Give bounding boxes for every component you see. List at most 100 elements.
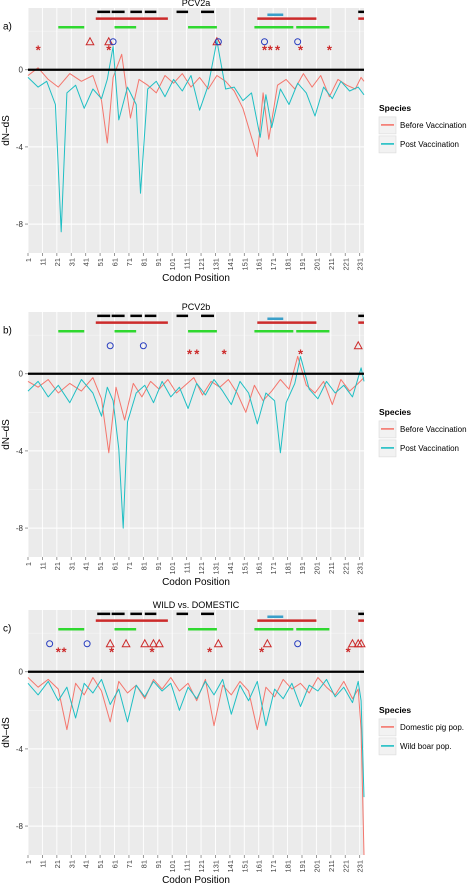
- plot-background: [28, 312, 364, 557]
- x-tick-label: 111: [183, 562, 192, 573]
- series-line-1: [27, 355, 365, 454]
- x-axis-label: Codon Position: [162, 875, 230, 886]
- y-tick-label: -8: [16, 220, 24, 229]
- asterisk-marker: *: [56, 644, 62, 659]
- x-tick-label: 11: [38, 258, 47, 266]
- x-tick-label: 211: [327, 860, 336, 872]
- x-tick-label: 191: [298, 860, 307, 873]
- triangle-marker: [154, 638, 164, 648]
- y-tick-label: -8: [16, 524, 24, 533]
- circle-marker: [46, 640, 54, 648]
- x-tick-label: 11: [38, 562, 47, 570]
- x-tick-label: 81: [139, 860, 148, 868]
- triangle-marker: [104, 36, 114, 46]
- legend-entry-label: Domestic pig pop.: [400, 723, 464, 732]
- x-tick-label: 41: [82, 860, 91, 868]
- x-tick-label: 151: [240, 562, 249, 575]
- asterisk-marker: *: [346, 644, 352, 659]
- circle-marker: [109, 38, 117, 46]
- asterisk-marker: *: [194, 346, 200, 361]
- x-axis-label: Codon Position: [162, 577, 230, 588]
- y-axis-label: dN–dS: [1, 717, 12, 748]
- x-tick-label: 161: [255, 562, 264, 575]
- chart-title: WILD vs. DOMESTIC: [153, 600, 240, 610]
- x-tick-label: 131: [211, 562, 220, 575]
- triangle-marker: [85, 36, 95, 46]
- x-tick-label: 181: [284, 860, 293, 873]
- panel-label: b): [3, 325, 12, 336]
- triangle-marker: [121, 638, 131, 648]
- x-tick-label: 231: [356, 562, 365, 575]
- x-tick-label: 141: [226, 258, 235, 271]
- circle-marker: [294, 640, 302, 648]
- x-tick-label: 171: [269, 562, 278, 575]
- x-tick-label: 61: [111, 258, 120, 266]
- y-tick-label: -4: [16, 143, 24, 152]
- panel-label: a): [3, 21, 12, 32]
- x-tick-label: 21: [53, 562, 62, 570]
- chart-panel-a: PCV2a* * * * * * *-8-401 11 21 31 41 51 61 71 81 91 101 1…: [1, 0, 467, 284]
- triangle-marker: [213, 638, 223, 648]
- series-line-2: [27, 40, 365, 233]
- x-tick-label: 91: [154, 860, 163, 868]
- chart-panel-b: PCV2b* * * *-8-401 11 21 31 41 51 61 71 81 91 101 111 1…: [1, 302, 467, 588]
- x-tick-label: 31: [67, 860, 76, 868]
- x-tick-label: 31: [67, 258, 76, 266]
- x-tick-label: 21: [53, 258, 62, 266]
- legend-entry-label: Before Vaccination: [400, 425, 467, 434]
- x-tick-label: 11: [38, 860, 47, 868]
- asterisk-marker: *: [36, 42, 42, 57]
- x-tick-label: 121: [197, 258, 206, 271]
- y-axis-label: dN–dS: [1, 115, 12, 146]
- y-axis-label: dN–dS: [1, 419, 12, 450]
- chart-title: PCV2a: [182, 0, 211, 8]
- legend-entry-label: Post Vaccination: [400, 140, 459, 149]
- asterisk-marker: *: [187, 346, 193, 361]
- circle-marker: [260, 38, 268, 46]
- asterisk-marker: *: [222, 346, 228, 361]
- x-tick-label: 101: [168, 860, 177, 873]
- x-tick-label: 141: [226, 562, 235, 575]
- x-tick-label: 211: [327, 258, 336, 270]
- y-tick-label: 0: [19, 66, 24, 75]
- x-tick-label: 1: [24, 258, 33, 262]
- series-line-1: [27, 677, 365, 856]
- series-line-2: [27, 678, 365, 798]
- triangle-marker: [140, 638, 150, 648]
- x-tick-label: 201: [312, 860, 321, 873]
- x-tick-label: 1: [24, 562, 33, 566]
- x-axis-label: Codon Position: [162, 273, 230, 284]
- x-tick-label: 51: [96, 258, 105, 266]
- series-line-2: [27, 355, 365, 529]
- x-tick-label: 121: [197, 860, 206, 873]
- series-line-1: [27, 53, 365, 157]
- x-tick-label: 121: [197, 562, 206, 575]
- circle-marker: [106, 342, 114, 350]
- x-tick-label: 31: [67, 562, 76, 570]
- triangle-marker: [347, 638, 358, 648]
- circle-marker: [294, 38, 302, 46]
- y-tick-label: -8: [16, 822, 24, 831]
- x-tick-label: 131: [211, 258, 220, 271]
- asterisk-marker: *: [298, 346, 304, 361]
- triangle-marker: [356, 638, 366, 648]
- triangle-marker: [105, 638, 115, 648]
- x-tick-label: 21: [53, 860, 62, 868]
- x-tick-label: 181: [284, 258, 293, 271]
- x-tick-label: 71: [125, 258, 134, 266]
- x-tick-label: 111: [183, 860, 192, 871]
- plot-background: [28, 8, 364, 253]
- x-tick-label: 101: [168, 562, 177, 575]
- legend-title: Species: [379, 407, 411, 417]
- x-tick-label: 131: [211, 860, 220, 873]
- x-tick-label: 151: [240, 860, 249, 873]
- x-tick-label: 51: [96, 562, 105, 570]
- asterisk-marker: *: [298, 42, 304, 57]
- x-tick-label: 41: [82, 562, 91, 570]
- panel-label: c): [3, 623, 11, 634]
- asterisk-marker: *: [62, 644, 68, 659]
- x-tick-label: 191: [298, 258, 307, 271]
- circle-marker: [83, 640, 91, 648]
- x-tick-label: 91: [154, 258, 163, 266]
